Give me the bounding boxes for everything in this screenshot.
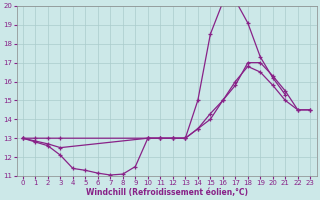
X-axis label: Windchill (Refroidissement éolien,°C): Windchill (Refroidissement éolien,°C)	[85, 188, 248, 197]
